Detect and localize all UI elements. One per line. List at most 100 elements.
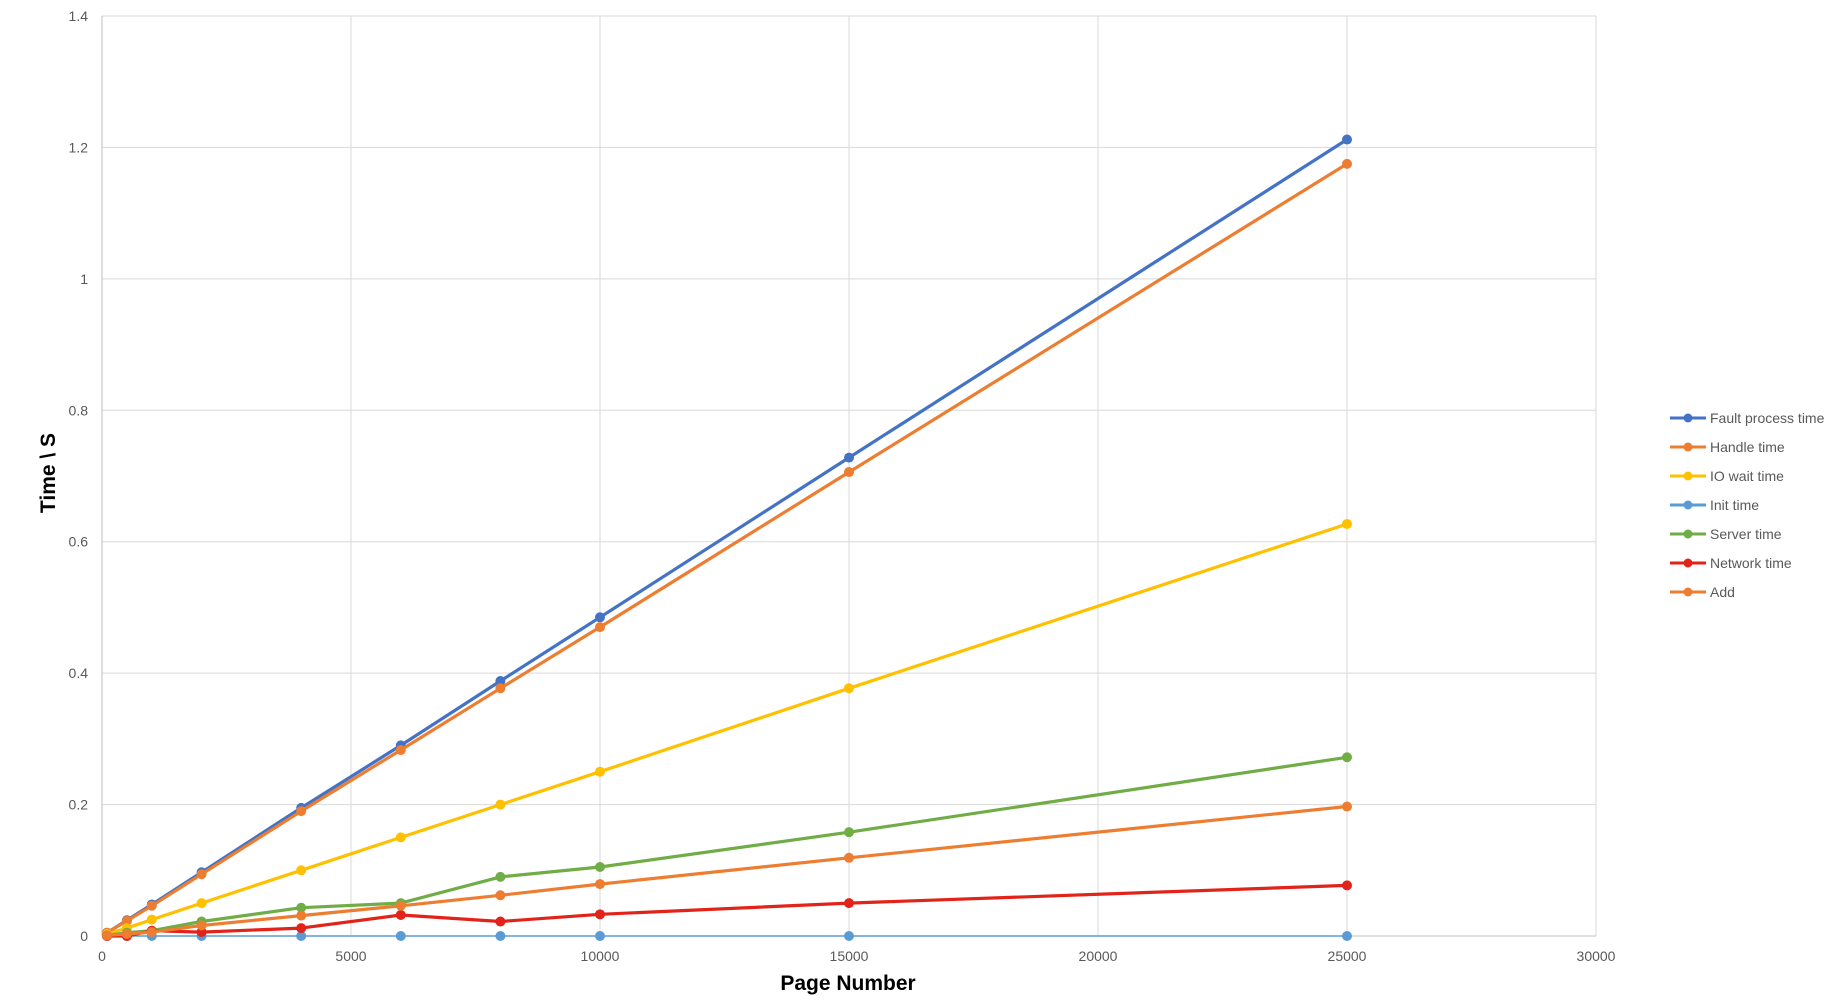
y-tick-label: 0.6 [69, 534, 89, 550]
data-point-network-time [395, 909, 406, 920]
data-point-handle-time [395, 745, 406, 756]
y-tick-label: 0.2 [69, 797, 89, 813]
y-tick-label: 0.4 [69, 665, 89, 681]
y-tick-label: 1 [80, 271, 88, 287]
data-point-network-time [495, 916, 506, 927]
data-point-io-wait-time [595, 766, 605, 777]
x-tick-label: 20000 [1079, 948, 1118, 964]
x-tick-label: 30000 [1577, 948, 1616, 964]
legend-label: Server time [1710, 526, 1782, 542]
y-tick-label: 0 [80, 928, 88, 944]
series-io-wait-time [101, 518, 1352, 940]
data-point-init-time [395, 931, 406, 941]
data-point-add [1342, 801, 1352, 812]
legend-point-marker [1683, 558, 1693, 568]
legend-item-network-time: Network time [1670, 555, 1792, 571]
series-line-io-wait-time [105, 522, 1349, 936]
data-point-add [844, 852, 854, 863]
data-point-server-time [296, 902, 307, 913]
x-tick-label: 25000 [1328, 948, 1367, 964]
data-point-add [595, 879, 605, 890]
y-tick-labels: 0 0.2 0.4 0.6 0.8 1 1.2 1.4 [69, 8, 89, 944]
legend-label: Network time [1710, 555, 1792, 571]
data-point-network-time [1342, 880, 1352, 891]
y-tick-label: 0.8 [69, 402, 89, 418]
data-point-add [196, 920, 207, 931]
data-point-handle-time [196, 869, 207, 880]
data-point-handle-time [121, 915, 132, 926]
series-server-time [101, 752, 1352, 941]
legend-item-add: Add [1670, 584, 1735, 600]
y-tick-label: 1.2 [69, 139, 89, 155]
x-tick-label: 5000 [335, 948, 366, 964]
data-point-fault-process-time [1342, 134, 1352, 145]
legend-item-io-wait-time: IO wait time [1670, 468, 1784, 484]
legend-point-marker [1683, 587, 1693, 597]
data-point-io-wait-time [146, 914, 157, 925]
legend-label: Add [1710, 584, 1735, 600]
data-point-add [296, 910, 307, 921]
legend-item-fault-process-time: Fault process time [1670, 410, 1825, 426]
data-point-handle-time [495, 683, 506, 694]
data-point-network-time [296, 923, 307, 934]
series-add [101, 801, 1352, 941]
data-point-init-time [844, 931, 854, 941]
data-point-init-time [1342, 931, 1352, 941]
series-group [101, 134, 1352, 941]
legend-point-marker [1683, 529, 1693, 539]
series-line-fault-process-time [105, 137, 1349, 935]
series-line-handle-time [105, 162, 1349, 935]
data-point-fault-process-time [495, 676, 506, 687]
data-point-add [495, 890, 506, 901]
legend-label: Handle time [1710, 439, 1785, 455]
legend-label: Fault process time [1710, 410, 1825, 426]
series-handle-time [101, 158, 1352, 938]
data-point-io-wait-time [296, 865, 307, 876]
data-point-io-wait-time [1342, 518, 1352, 529]
legend-item-server-time: Server time [1670, 526, 1782, 542]
data-point-init-time [595, 931, 605, 941]
data-point-network-time [595, 909, 605, 920]
data-point-handle-time [146, 900, 157, 911]
x-tick-label: 10000 [581, 948, 620, 964]
data-point-io-wait-time [495, 799, 506, 810]
series-line-add [105, 804, 1349, 937]
data-point-io-wait-time [844, 683, 854, 694]
data-point-fault-process-time [844, 452, 854, 463]
x-tick-label: 15000 [830, 948, 869, 964]
x-axis-title: Page Number [780, 972, 915, 995]
series-init-time [101, 931, 1352, 941]
data-point-add [146, 927, 157, 938]
legend-point-marker [1683, 500, 1693, 510]
data-point-handle-time [595, 622, 605, 633]
data-point-server-time [1342, 752, 1352, 763]
y-tick-label: 1.4 [69, 8, 89, 24]
legend-point-marker [1683, 442, 1693, 452]
y-axis-title: Time \ S [37, 433, 60, 513]
series-line-network-time [105, 883, 1349, 938]
data-point-init-time [296, 931, 307, 941]
x-tick-label: 0 [98, 948, 106, 964]
data-point-fault-process-time [595, 612, 605, 623]
data-point-handle-time [296, 806, 307, 817]
data-point-init-time [495, 931, 506, 941]
legend: Fault process time Handle time IO wait tim… [1670, 410, 1825, 600]
data-point-handle-time [1342, 158, 1352, 169]
x-tick-labels: 0 5000 10000 15000 20000 25000 30000 [98, 948, 1616, 964]
gridlines [101, 15, 1597, 937]
data-point-io-wait-time [395, 832, 406, 843]
legend-label: Init time [1710, 497, 1759, 513]
data-point-server-time [495, 871, 506, 882]
legend-point-marker [1683, 413, 1693, 423]
legend-item-init-time: Init time [1670, 497, 1759, 513]
legend-item-handle-time: Handle time [1670, 439, 1785, 455]
data-point-add [121, 929, 132, 940]
legend-label: IO wait time [1710, 468, 1784, 484]
data-point-add [101, 930, 112, 941]
data-point-handle-time [844, 467, 854, 478]
data-point-add [395, 900, 406, 911]
legend-point-marker [1683, 471, 1693, 481]
data-point-network-time [844, 898, 854, 909]
data-point-server-time [844, 827, 854, 838]
